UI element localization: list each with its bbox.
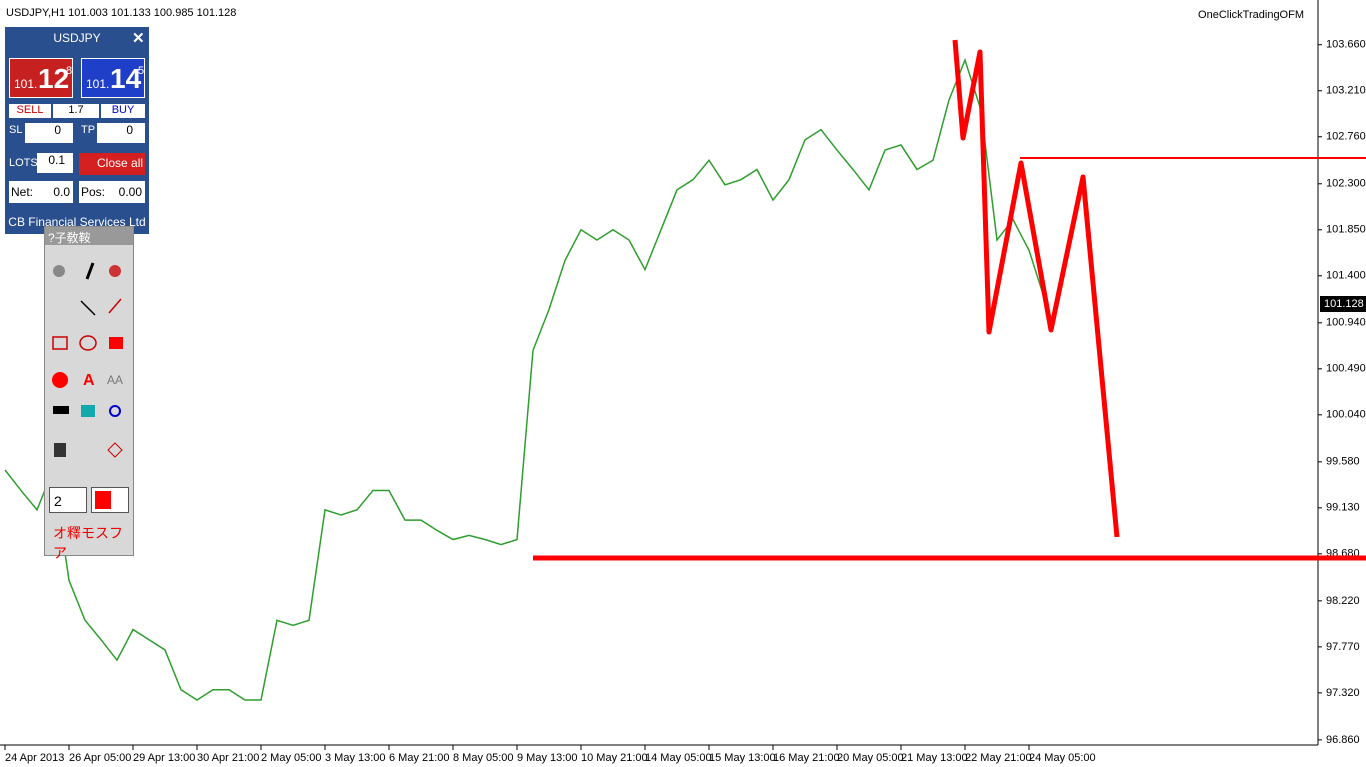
tp-input[interactable]: 0 — [97, 123, 145, 143]
x-tick-label: 29 Apr 13:00 — [133, 752, 195, 764]
trade-panel: USDJPY ✕ 101. 12 8 101. 14 5 SELL 1.7 BU… — [5, 27, 149, 234]
x-tick-label: 14 May 05:00 — [645, 752, 712, 764]
pos-box: Pos: 0.00 — [79, 181, 145, 203]
svg-text:AA: AA — [107, 373, 123, 387]
buy-pips: 14 — [110, 63, 142, 94]
x-tick-label: 3 May 13:00 — [325, 752, 386, 764]
y-tick-label: 97.770 — [1326, 641, 1360, 653]
net-box: Net: 0.0 — [9, 181, 73, 203]
buy-button[interactable]: BUY — [101, 104, 145, 118]
y-tick-label: 98.220 — [1326, 595, 1360, 607]
sell-pips: 12 — [38, 63, 70, 94]
close-all-button[interactable]: Close all — [79, 153, 145, 175]
pos-label: Pos: — [81, 185, 106, 199]
y-tick-label: 101.850 — [1326, 224, 1366, 236]
y-tick-label: 100.940 — [1326, 317, 1366, 329]
sell-price[interactable]: 101. 12 8 — [9, 58, 73, 98]
sell-button[interactable]: SELL — [9, 104, 51, 118]
spread: 1.7 — [53, 104, 99, 118]
sell-frac: 8 — [66, 65, 73, 77]
close-x[interactable]: ✕ — [132, 30, 145, 47]
y-tick-label: 97.320 — [1326, 687, 1360, 699]
x-tick-label: 22 May 21:00 — [965, 752, 1032, 764]
y-tick-label: 102.300 — [1326, 178, 1366, 190]
price-tag-label: 101.128 — [1324, 298, 1364, 310]
symbol-info: USDJPY,H1 101.003 101.133 100.985 101.12… — [6, 7, 236, 19]
drawing-toolbar: ?子敎鞍 A AA 2 オ釋モスフア — [44, 226, 134, 561]
svg-text:A: A — [83, 372, 95, 389]
panel-title: USDJPY — [53, 31, 101, 45]
price-tag — [1320, 296, 1366, 312]
lots-input[interactable]: 0.1 — [37, 153, 73, 173]
x-tick-label: 16 May 21:00 — [773, 752, 840, 764]
toolbar-footer: オ釋モスフア — [53, 525, 123, 561]
net-label: Net: — [11, 185, 34, 199]
tp-label: TP — [81, 124, 96, 136]
y-tick-label: 99.580 — [1326, 456, 1360, 468]
price-line — [4, 57, 1046, 701]
y-tick-label: 99.130 — [1326, 502, 1360, 514]
pos-value: 0.00 — [118, 185, 142, 199]
sell-big: 101. — [14, 77, 38, 91]
x-tick-label: 24 Apr 2013 — [5, 752, 64, 764]
x-tick-label: 9 May 13:00 — [517, 752, 578, 764]
y-tick-label: 100.490 — [1326, 363, 1366, 375]
x-tick-label: 20 May 05:00 — [837, 752, 904, 764]
net-value: 0.0 — [53, 185, 70, 199]
toolbar-title: ?子敎鞍 — [45, 227, 133, 245]
expert-name: OneClickTradingOFM — [1198, 9, 1304, 21]
x-tick-label: 2 May 05:00 — [261, 752, 322, 764]
buy-price[interactable]: 101. 14 5 — [81, 58, 145, 98]
x-tick-label: 8 May 05:00 — [453, 752, 514, 764]
sl-label: SL — [9, 124, 23, 136]
buy-frac: 5 — [138, 65, 145, 77]
y-tick-label: 96.860 — [1326, 734, 1360, 746]
x-tick-label: 10 May 21:00 — [581, 752, 648, 764]
tool-icons: A AA — [52, 262, 123, 458]
broker: CB Financial Services Ltd — [8, 215, 146, 229]
x-tick-label: 26 Apr 05:00 — [69, 752, 131, 764]
color-select[interactable] — [91, 487, 129, 513]
y-tick-label: 102.760 — [1326, 131, 1366, 143]
x-tick-label: 24 May 05:00 — [1029, 752, 1096, 764]
y-tick-label: 101.400 — [1326, 270, 1366, 282]
y-tick-label: 103.660 — [1326, 39, 1366, 51]
width-select[interactable]: 2 — [49, 487, 87, 513]
y-tick-label: 103.210 — [1326, 85, 1366, 97]
x-tick-label: 21 May 13:00 — [901, 752, 968, 764]
x-tick-label: 15 May 13:00 — [709, 752, 776, 764]
x-tick-label: 30 Apr 21:00 — [197, 752, 259, 764]
lots-label: LOTS — [9, 157, 38, 169]
sl-input[interactable]: 0 — [25, 123, 73, 143]
x-tick-label: 6 May 21:00 — [389, 752, 450, 764]
buy-big: 101. — [86, 77, 110, 91]
y-tick-label: 100.040 — [1326, 409, 1366, 421]
drawn-zigzag — [952, 39, 1120, 538]
